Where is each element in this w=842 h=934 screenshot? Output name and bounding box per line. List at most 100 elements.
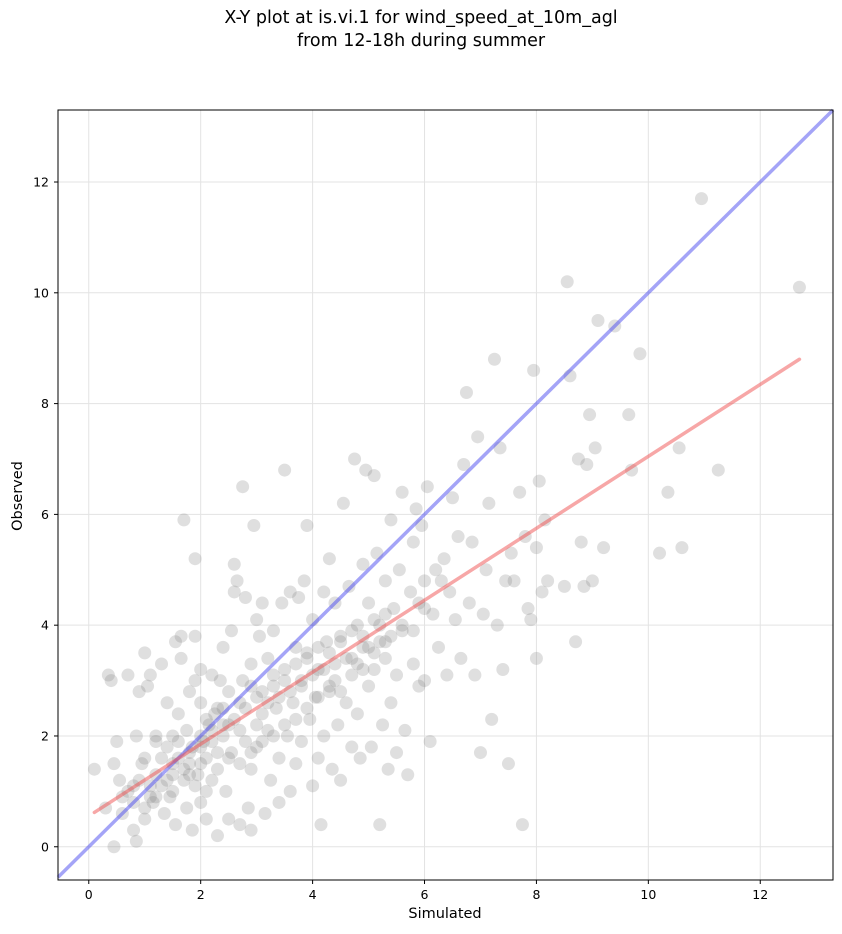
scatter-point (202, 718, 216, 732)
scatter-point (194, 757, 208, 771)
scatter-point (471, 430, 485, 444)
scatter-point (303, 712, 317, 726)
scatter-point (409, 502, 423, 516)
scatter-point (278, 674, 292, 688)
scatter-point (180, 723, 194, 737)
scatter-point (110, 735, 124, 749)
scatter-point (138, 801, 152, 815)
scatter-point (367, 469, 381, 483)
scatter-point (317, 729, 331, 743)
scatter-point (580, 458, 594, 472)
scatter-point (373, 818, 387, 832)
scatter-point (334, 629, 348, 643)
y-tick-label: 4 (41, 618, 49, 633)
scatter-point (496, 662, 510, 676)
scatter-point (591, 314, 605, 328)
scatter-point (138, 751, 152, 765)
scatter-point (457, 458, 471, 472)
scatter-point (160, 773, 174, 787)
scatter-point (521, 602, 535, 616)
scatter-point (507, 574, 521, 588)
scatter-point (311, 690, 325, 704)
scatter-point (577, 579, 591, 593)
scatter-point (300, 651, 314, 665)
scatter-point (432, 640, 446, 654)
scatter-point (445, 491, 459, 505)
scatter-point (255, 596, 269, 610)
ticks-layer: 0 2 4 6 8 10 12 0 2 4 6 8 10 12 (33, 175, 768, 902)
scatter-point (331, 718, 345, 732)
scatter-point (420, 480, 434, 494)
scatter-point (104, 674, 118, 688)
scatter-point (306, 779, 320, 793)
scatter-point (155, 779, 169, 793)
scatter-point (132, 685, 146, 699)
scatter-point (367, 646, 381, 660)
scatter-point (205, 668, 219, 682)
scatter-point (289, 757, 303, 771)
scatter-point (398, 723, 412, 737)
scatter-point (230, 574, 244, 588)
scatter-point (622, 408, 636, 422)
scatter-point (155, 657, 169, 671)
scatter-point (345, 624, 359, 638)
scatter-point (364, 740, 378, 754)
scatter-point (485, 712, 499, 726)
scatter-point (289, 712, 303, 726)
scatter-point (121, 668, 135, 682)
scatter-point (177, 762, 191, 776)
scatter-point (213, 674, 227, 688)
scatter-point (395, 618, 409, 632)
scatter-point (524, 613, 538, 627)
scatter-point (210, 762, 224, 776)
scatter-point (434, 574, 448, 588)
scatter-point (188, 629, 202, 643)
scatter-point (711, 463, 725, 477)
scatter-point (272, 751, 286, 765)
scatter-point (283, 585, 297, 599)
scatter-point (166, 768, 180, 782)
scatter-point (244, 657, 258, 671)
scatter-point (404, 585, 418, 599)
scatter-point (527, 363, 541, 377)
scatter-point (278, 718, 292, 732)
scatter-point (653, 546, 667, 560)
scatter-point (127, 823, 141, 837)
scatter-point (87, 762, 101, 776)
scatter-point (266, 668, 280, 682)
scatter-point (476, 607, 490, 621)
scatter-point (597, 541, 611, 555)
scatter-point (247, 518, 261, 532)
scatter-point (672, 441, 686, 455)
scatter-point (250, 613, 264, 627)
scatter-point (255, 685, 269, 699)
scatter-point (219, 784, 233, 798)
scatter-point (155, 751, 169, 765)
x-tick-label: 12 (752, 887, 768, 902)
scatter-point (169, 635, 183, 649)
y-tick-label: 0 (41, 839, 49, 854)
scatter-point (261, 723, 275, 737)
scatter-point (264, 773, 278, 787)
scatter-point (395, 485, 409, 499)
scatter-point (278, 463, 292, 477)
scatter-point (199, 812, 213, 826)
scatter-point (138, 646, 152, 660)
scatter-point (266, 624, 280, 638)
scatter-point (269, 701, 283, 715)
scatter-point (280, 729, 294, 743)
y-tick-label: 12 (33, 175, 49, 190)
scatter-point (325, 762, 339, 776)
scatter-point (129, 834, 143, 848)
scatter-point (429, 563, 443, 577)
scatter-point (376, 718, 390, 732)
scatter-point (283, 784, 297, 798)
scatter-point (261, 651, 275, 665)
scatter-point (345, 740, 359, 754)
scatter-point (345, 668, 359, 682)
scatter-point (378, 574, 392, 588)
scatter-point (182, 685, 196, 699)
scatter-point (418, 674, 432, 688)
scatter-point (339, 696, 353, 710)
scatter-point (238, 735, 252, 749)
